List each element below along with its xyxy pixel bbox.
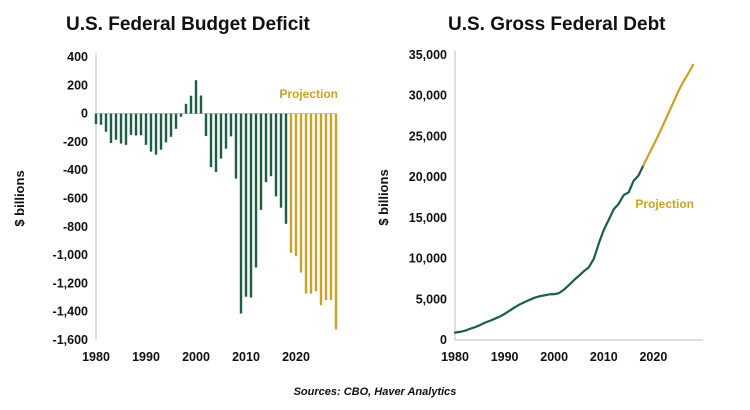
deficit-bar	[114, 113, 118, 140]
debt-x-tick-label: 2020	[639, 350, 667, 364]
deficit-bar	[164, 113, 168, 143]
deficit-bar	[264, 113, 268, 183]
deficit-bar	[214, 113, 218, 173]
debt-historical-line	[453, 164, 645, 334]
debt-projection-line	[642, 63, 695, 167]
debt-y-tick-label: 35,000	[409, 48, 447, 62]
deficit-bar	[314, 113, 318, 292]
deficit-x-tick-label: 1980	[82, 350, 110, 364]
deficit-y-tick-label: -400	[63, 163, 88, 177]
deficit-x-tick-label: 2020	[282, 350, 310, 364]
deficit-bar	[294, 113, 298, 257]
deficit-y-tick-label: 400	[67, 50, 88, 64]
deficit-y-tick-label: 0	[81, 107, 88, 121]
deficit-bar	[334, 113, 338, 330]
deficit-bar	[284, 113, 288, 224]
debt-chart: 35,000 30,000 25,000 20,000 15,000 10,000 5,00…	[376, 48, 703, 364]
deficit-bar	[289, 113, 293, 253]
deficit-bar	[319, 113, 323, 306]
deficit-bar	[119, 113, 123, 144]
deficit-bar	[139, 113, 143, 136]
deficit-bar	[129, 113, 133, 135]
deficit-bar	[169, 113, 173, 137]
deficit-y-tick-label: 200	[67, 78, 88, 92]
debt-chart-title: U.S. Gross Federal Debt	[448, 14, 666, 35]
debt-x-tick-label: 1990	[491, 350, 519, 364]
deficit-y-tick-label: -1,000	[53, 248, 88, 262]
deficit-bar	[279, 113, 283, 208]
debt-x-tick-label: 1980	[441, 350, 469, 364]
debt-x-tick-label: 2010	[590, 350, 618, 364]
deficit-bar	[204, 113, 208, 136]
deficit-bar	[234, 113, 238, 179]
deficit-projection-label: Projection	[279, 87, 338, 101]
deficit-y-axis-label: $ billions	[12, 170, 27, 226]
deficit-bar	[104, 113, 108, 132]
debt-y-tick-label: 25,000	[409, 129, 447, 143]
debt-projection-label: Projection	[635, 197, 694, 211]
deficit-x-tick-label: 2010	[232, 350, 260, 364]
deficit-bar	[154, 113, 158, 155]
deficit-bar	[144, 113, 148, 145]
deficit-x-tick-label: 2000	[182, 350, 210, 364]
debt-y-tick-label: 20,000	[409, 170, 447, 184]
deficit-bar	[329, 113, 333, 300]
deficit-bar	[224, 113, 228, 149]
deficit-x-tick-label: 1990	[132, 350, 160, 364]
debt-y-tick-label: 30,000	[409, 89, 447, 103]
debt-y-tick-label: 15,000	[409, 211, 447, 225]
deficit-chart: 4002000-200-400-600-800-1,000-1,200-1,40…	[12, 50, 338, 364]
deficit-bar	[179, 113, 183, 117]
deficit-bar	[99, 113, 103, 125]
debt-y-tick-label: 5,000	[416, 292, 447, 306]
deficit-y-tick-label: -1,200	[53, 276, 88, 290]
deficit-bar	[199, 95, 203, 114]
deficit-bar	[134, 113, 138, 136]
deficit-bar	[299, 113, 303, 273]
deficit-y-tick-label: -1,400	[53, 305, 88, 319]
deficit-bar	[149, 113, 153, 152]
deficit-bar	[109, 113, 113, 144]
deficit-bar	[94, 113, 98, 125]
deficit-bar	[244, 113, 248, 297]
deficit-bar	[239, 113, 243, 314]
deficit-chart-title: U.S. Federal Budget Deficit	[66, 14, 310, 35]
deficit-bar	[209, 113, 213, 168]
debt-y-tick-label: 0	[440, 333, 447, 347]
deficit-bar	[304, 113, 308, 294]
deficit-bar	[194, 80, 198, 114]
deficit-bar	[254, 113, 258, 268]
deficit-bar	[309, 113, 313, 294]
deficit-bar	[159, 113, 163, 150]
source-note: Sources: CBO, Haver Analytics	[293, 386, 457, 398]
deficit-bar	[324, 113, 328, 301]
deficit-y-tick-label: -600	[63, 192, 88, 206]
deficit-y-tick-label: -1,600	[53, 333, 88, 347]
debt-x-tick-label: 2000	[540, 350, 568, 364]
deficit-bar	[269, 113, 273, 177]
deficit-bar	[229, 113, 233, 137]
deficit-bar	[274, 113, 278, 197]
deficit-bar	[259, 113, 263, 210]
debt-y-tick-label: 10,000	[409, 252, 447, 266]
deficit-bar	[184, 103, 188, 114]
deficit-bar	[174, 113, 178, 129]
deficit-y-tick-label: -800	[63, 220, 88, 234]
deficit-bar	[219, 113, 223, 159]
deficit-bar	[249, 113, 253, 298]
deficit-y-tick-label: -200	[63, 135, 88, 149]
deficit-bar	[124, 113, 128, 145]
deficit-bar	[189, 95, 193, 114]
debt-y-axis-label: $ billions	[376, 169, 391, 225]
